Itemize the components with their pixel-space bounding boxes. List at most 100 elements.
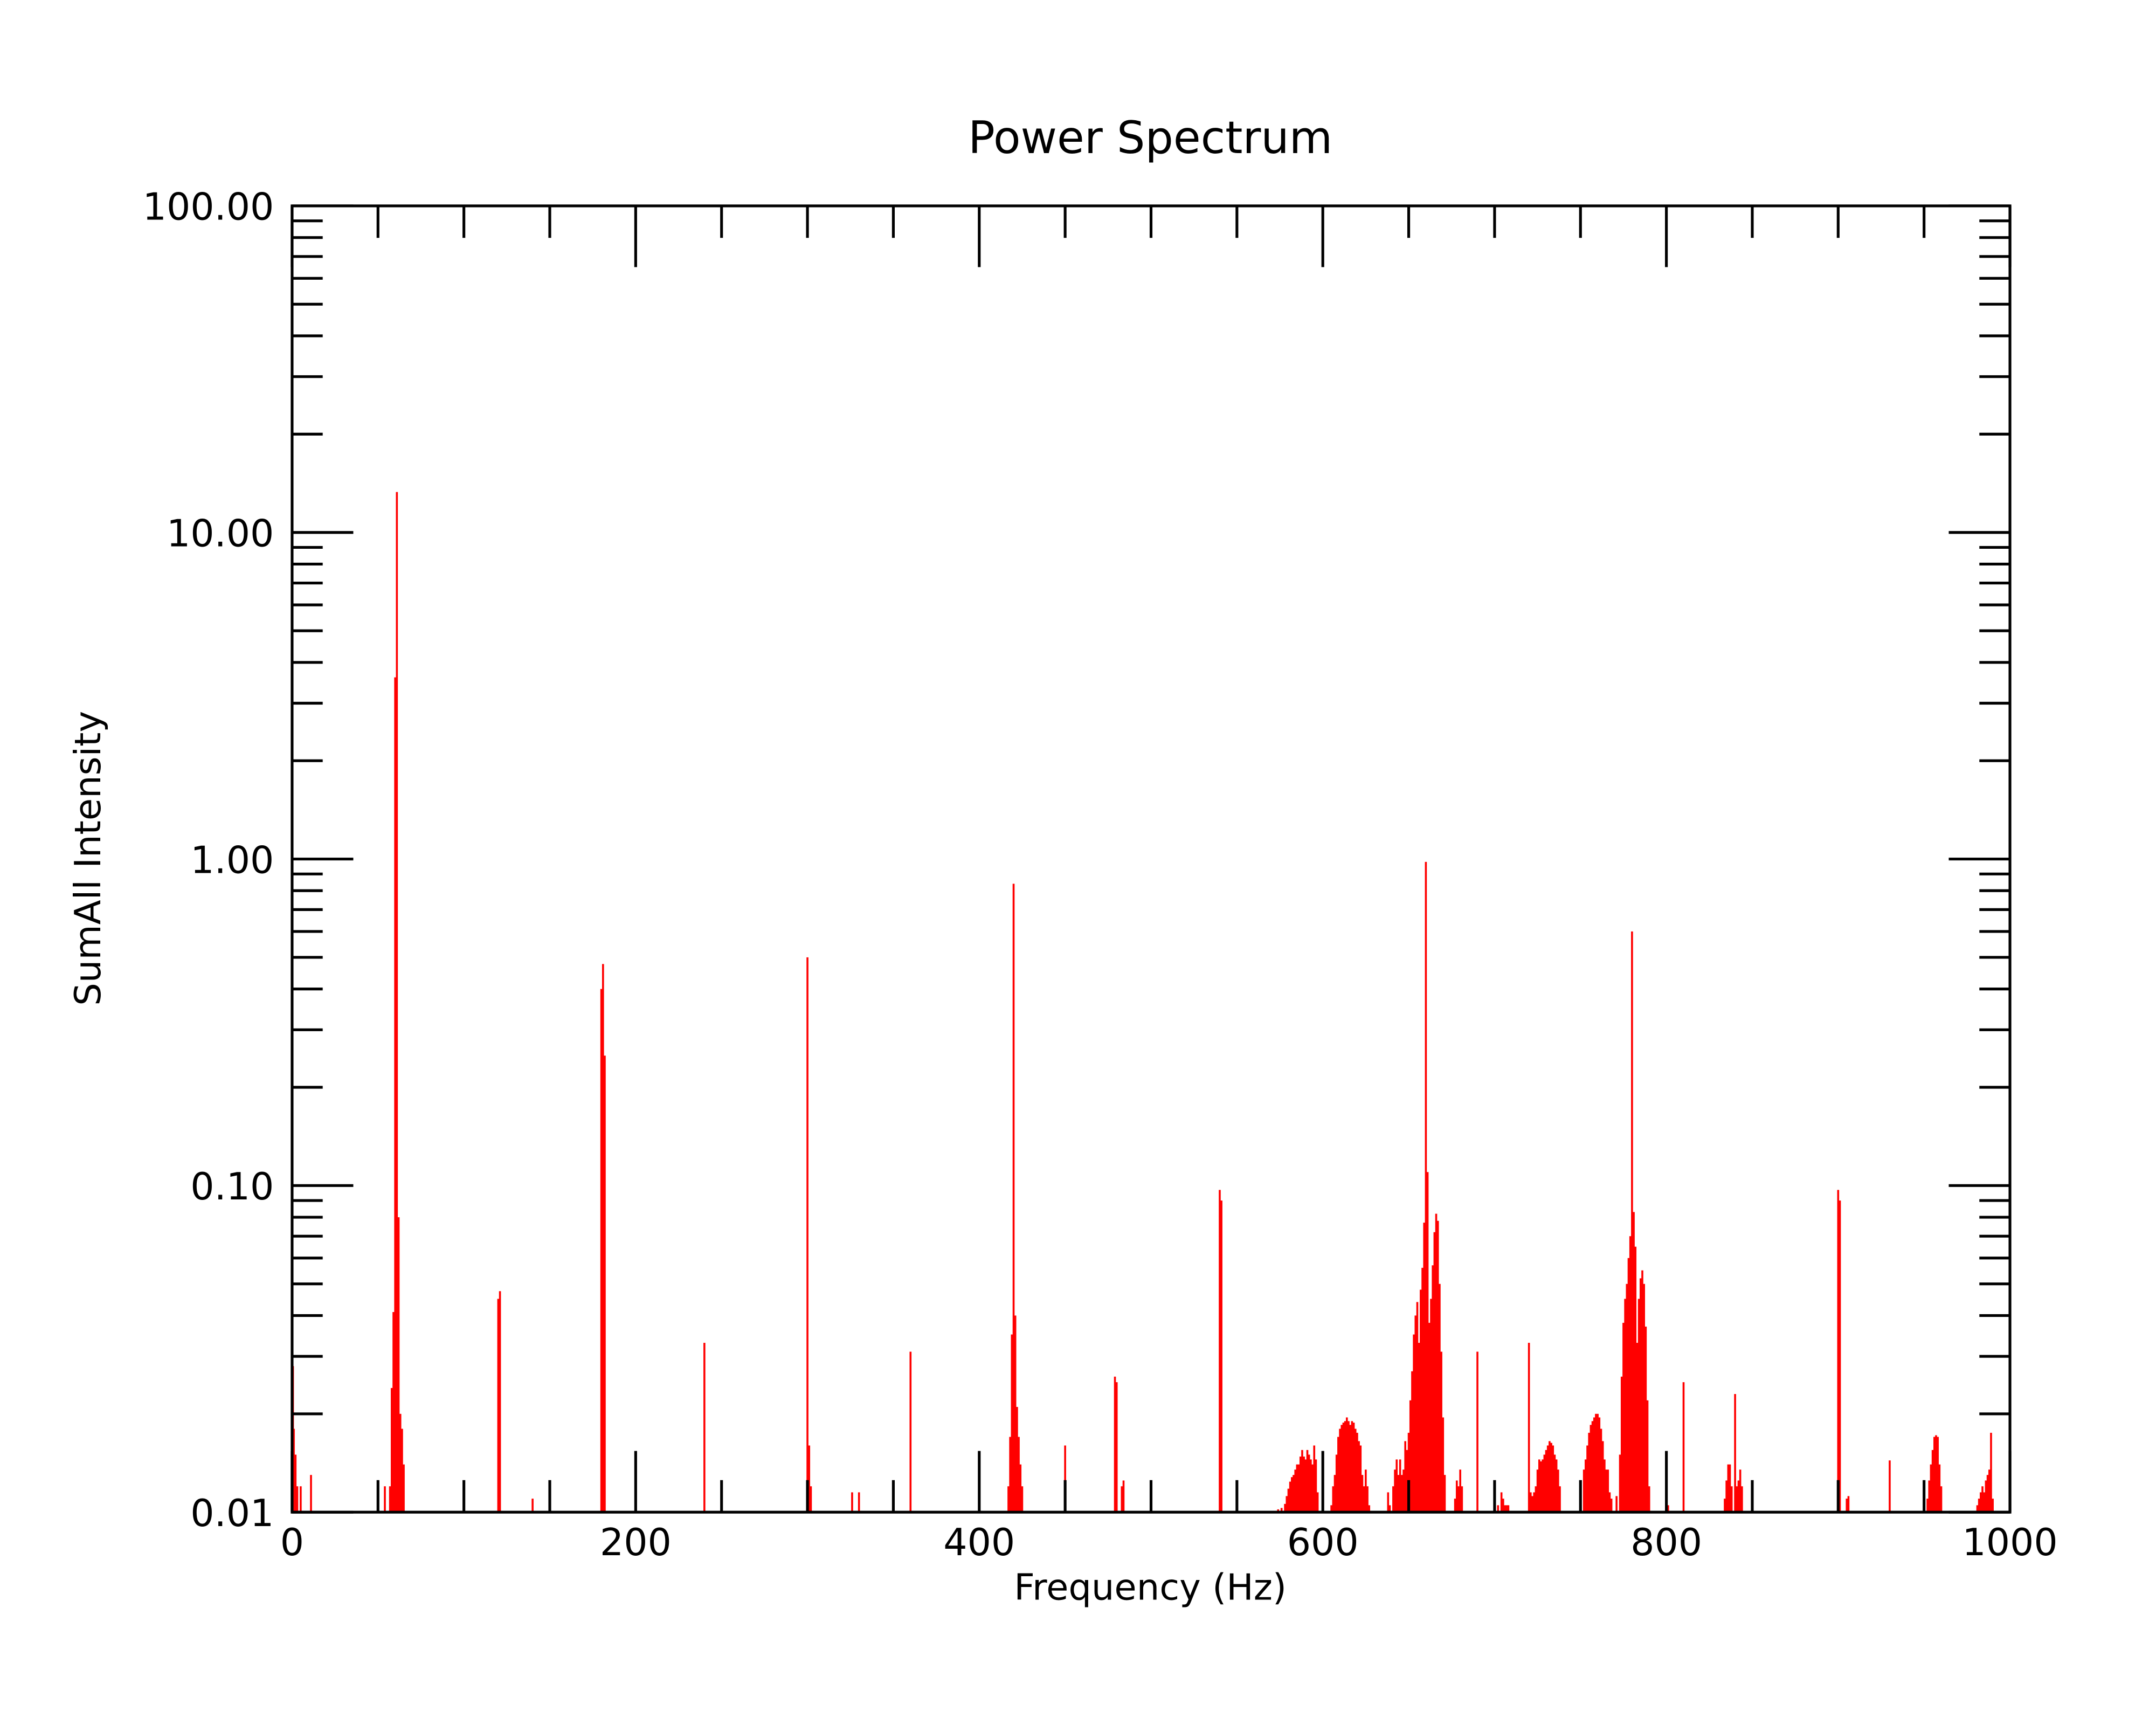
spectrum-bar xyxy=(1014,1315,1017,1513)
spectrum-bar xyxy=(1992,1499,1994,1513)
spectrum-bar xyxy=(1889,1460,1891,1513)
spectrum-bar xyxy=(392,1312,395,1513)
spectrum-bar xyxy=(1990,1432,1992,1513)
spectrum-bar xyxy=(1528,1343,1530,1513)
spectrum-bar xyxy=(1846,1499,1848,1513)
spectrum-bar xyxy=(1559,1486,1561,1513)
spectrum-bar xyxy=(1639,1278,1642,1513)
spectrum-bar xyxy=(1608,1492,1611,1513)
spectrum-bar xyxy=(1500,1492,1503,1513)
spectrum-bar xyxy=(1540,1461,1542,1513)
spectrum-bar xyxy=(1620,1376,1623,1513)
spectrum-bar xyxy=(1122,1480,1125,1513)
spectrum-bar xyxy=(1414,1315,1417,1513)
spectrum-bar xyxy=(1021,1486,1024,1513)
spectrum-bar xyxy=(1425,861,1427,1513)
spectrum-bar xyxy=(1340,1425,1343,1513)
spectrum-bar xyxy=(1634,1246,1637,1513)
spectrum-bar xyxy=(1012,884,1015,1513)
spectrum-bar xyxy=(1348,1421,1350,1513)
spectrum-bar xyxy=(1286,1496,1288,1513)
spectrum-bar xyxy=(1330,1505,1332,1513)
spectrum-bar xyxy=(1737,1480,1740,1513)
spectrum-bar xyxy=(1337,1437,1339,1513)
spectrum-bar xyxy=(1220,1200,1222,1513)
spectrum-bar xyxy=(602,964,604,1513)
spectrum-bar xyxy=(310,1475,312,1513)
spectrum-bar xyxy=(1359,1445,1362,1513)
x-tick-label: 0 xyxy=(280,1521,304,1564)
spectrum-bar xyxy=(401,1429,403,1513)
spectrum-bar xyxy=(1536,1469,1539,1513)
spectrum-bar xyxy=(1007,1486,1010,1513)
spectrum-bar xyxy=(1641,1270,1643,1513)
spectrum-bar xyxy=(1643,1284,1645,1513)
spectrum-bar xyxy=(1667,1505,1669,1513)
spectrum-bar xyxy=(1428,1322,1431,1513)
spectrum-bar xyxy=(1457,1486,1460,1513)
spectrum-bar xyxy=(1557,1469,1559,1513)
spectrum-bar xyxy=(1287,1488,1290,1513)
y-tick-label: 0.10 xyxy=(190,1165,274,1209)
spectrum-bar xyxy=(1931,1450,1934,1513)
spectrum-bar xyxy=(1418,1343,1420,1513)
x-tick-label: 600 xyxy=(1287,1521,1359,1564)
spectrum-bar xyxy=(1315,1459,1317,1513)
bars-group xyxy=(292,492,1994,1513)
spectrum-bar xyxy=(851,1492,853,1513)
spectrum-bar xyxy=(1426,1172,1429,1513)
spectrum-bar xyxy=(397,1217,400,1513)
spectrum-bar xyxy=(1729,1464,1731,1513)
spectrum-bar xyxy=(1607,1469,1609,1513)
spectrum-bar xyxy=(1351,1421,1353,1513)
spectrum-bar xyxy=(1940,1486,1943,1513)
spectrum-bar xyxy=(1459,1469,1461,1513)
chart-title: Power Spectrum xyxy=(968,112,1332,164)
y-axis-label: SumAll Intensity xyxy=(67,711,109,1006)
spectrum-bar xyxy=(1590,1425,1592,1513)
spectrum-bar xyxy=(1725,1480,1727,1513)
spectrum-bar xyxy=(1342,1423,1345,1513)
spectrum-bar xyxy=(1291,1477,1293,1513)
spectrum-bar xyxy=(1289,1481,1291,1513)
spectrum-bar xyxy=(1018,1437,1020,1513)
spectrum-bar xyxy=(1421,1267,1423,1513)
spectrum-bar xyxy=(1937,1437,1939,1513)
spectrum-bar xyxy=(1016,1406,1018,1513)
spectrum-bar xyxy=(1497,1505,1499,1513)
spectrum-bar xyxy=(1727,1464,1730,1513)
spectrum-bar xyxy=(1626,1284,1628,1513)
tick-labels-group: 0 200 400 600 800 1000 0.01 0.10 1.00 10.00 100.00 xyxy=(143,185,2058,1564)
spectrum-bar xyxy=(1619,1454,1621,1513)
spectrum-bar xyxy=(858,1492,860,1513)
spectrum-bar xyxy=(1552,1445,1554,1513)
spectrum-bar xyxy=(1847,1496,1850,1513)
spectrum-bar xyxy=(1299,1457,1302,1513)
spectrum-bar xyxy=(389,1486,391,1513)
spectrum-bar xyxy=(1402,1469,1405,1513)
spectrum-bar xyxy=(1593,1417,1595,1513)
spectrum-bar xyxy=(1585,1459,1587,1513)
spectrum-bar xyxy=(1644,1326,1647,1513)
spectrum-bar xyxy=(1443,1475,1446,1513)
spectrum-bar xyxy=(384,1486,386,1513)
spectrum-bar xyxy=(1363,1486,1365,1513)
spectrum-bar xyxy=(1400,1475,1403,1513)
spectrum-bar xyxy=(1284,1503,1286,1513)
spectrum-bar xyxy=(1983,1492,1986,1513)
spectrum-bar xyxy=(1368,1505,1371,1513)
spectrum-bar xyxy=(1622,1322,1625,1513)
spectrum-bar xyxy=(806,957,808,1513)
spectrum-bar xyxy=(1986,1475,1989,1513)
spectrum-bar xyxy=(1505,1505,1508,1513)
spectrum-bar xyxy=(1648,1486,1650,1513)
spectrum-bar xyxy=(1633,1212,1635,1513)
spectrum-bar xyxy=(1600,1429,1602,1513)
spectrum-bar xyxy=(1682,1382,1685,1513)
spectrum-bar xyxy=(1533,1492,1535,1513)
spectrum-bar xyxy=(1543,1454,1546,1513)
ticks-group xyxy=(291,204,2012,1514)
spectrum-bar xyxy=(1553,1454,1556,1513)
spectrum-bar xyxy=(703,1343,706,1513)
